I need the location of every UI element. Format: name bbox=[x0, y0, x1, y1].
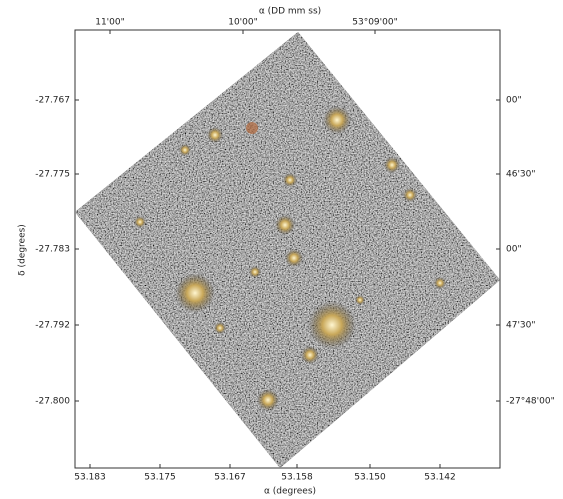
tick-label: -27.767 bbox=[35, 96, 70, 106]
tick-label: 53.150 bbox=[354, 473, 386, 483]
tick-label: -27°48'00" bbox=[506, 397, 555, 407]
tick-label: -27.800 bbox=[35, 397, 70, 407]
tick-label: 10'00" bbox=[228, 18, 258, 28]
tick-label: 53.175 bbox=[144, 473, 176, 483]
tick-label: -27.775 bbox=[35, 170, 70, 180]
tick-label: 00" bbox=[506, 245, 522, 255]
axis-label: α (degrees) bbox=[264, 487, 316, 497]
tick-label: -27.783 bbox=[35, 245, 70, 255]
tick-label: -27.792 bbox=[35, 321, 70, 331]
tick-label: 53°09'00" bbox=[352, 18, 397, 28]
tick-label: 00" bbox=[506, 96, 522, 106]
tick-label: 46'30" bbox=[506, 170, 536, 180]
tick-label: 53.158 bbox=[281, 473, 313, 483]
tick-label: 11'00" bbox=[95, 18, 125, 28]
axis-label: α (DD mm ss) bbox=[259, 7, 321, 17]
tick-label: 53.142 bbox=[424, 473, 456, 483]
tick-label: 53.183 bbox=[74, 473, 106, 483]
figure: α (DD mm ss) α (degrees) δ (degrees) 11'… bbox=[0, 0, 563, 499]
tick-label: 53.167 bbox=[214, 473, 246, 483]
tick-label: 47'30" bbox=[506, 321, 536, 331]
axis-label: δ (degrees) bbox=[18, 224, 28, 276]
